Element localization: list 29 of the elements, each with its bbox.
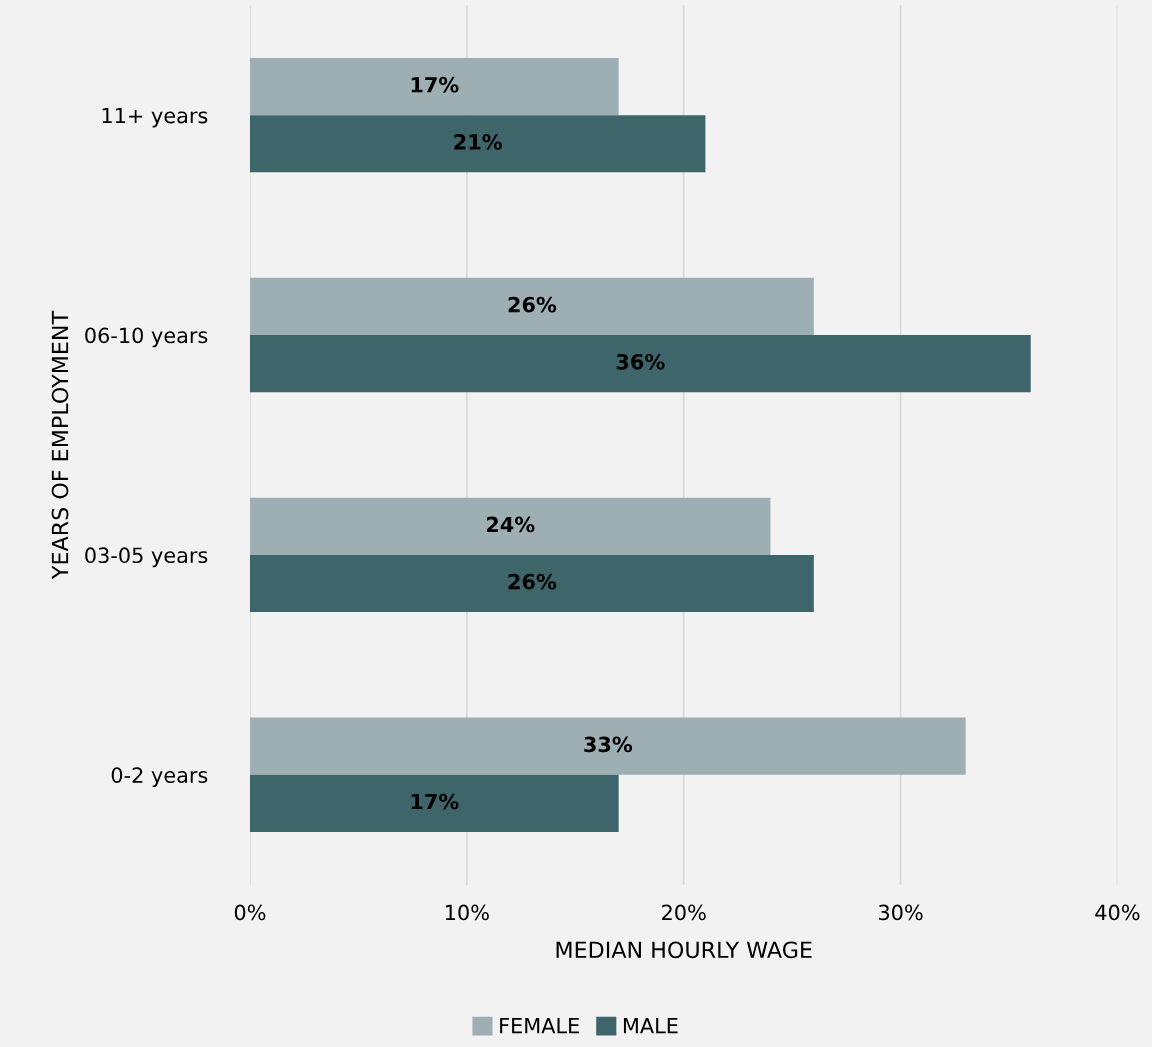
x-axis-title: MEDIAN HOURLY WAGE [556,941,812,959]
bar [249,717,966,775]
bar [249,335,1031,393]
legend-label: FEMALE [500,1018,579,1034]
data-label: 17% [411,793,459,810]
data-label: 26% [508,296,557,313]
data-label: 33% [584,736,633,753]
legend-label: MALE [623,1018,678,1034]
x-tick-label: 20% [662,904,706,921]
data-label: 26% [508,573,557,590]
data-label: 21% [454,134,502,150]
y-tick-label: 11+ years [102,107,208,128]
bar [249,774,619,832]
y-axis-title: YEARS OF EMPLOYMENT [51,310,69,580]
x-tick-label: 0% [234,904,266,921]
bar [249,277,814,336]
y-tick-label: 06-10 years [85,327,208,348]
bar [249,554,814,613]
data-label: 24% [486,516,535,533]
x-tick-label: 30% [879,904,923,921]
y-tick-label: 03-05 years [85,547,208,568]
bar [249,58,619,116]
x-tick-label: 10% [445,904,489,921]
x-tick-label: 40% [1095,904,1140,921]
bar [249,497,771,555]
bar [249,115,706,173]
data-label: 36% [616,353,665,370]
data-label: 17% [411,76,459,93]
y-tick-label: 0-2 years [111,767,208,788]
